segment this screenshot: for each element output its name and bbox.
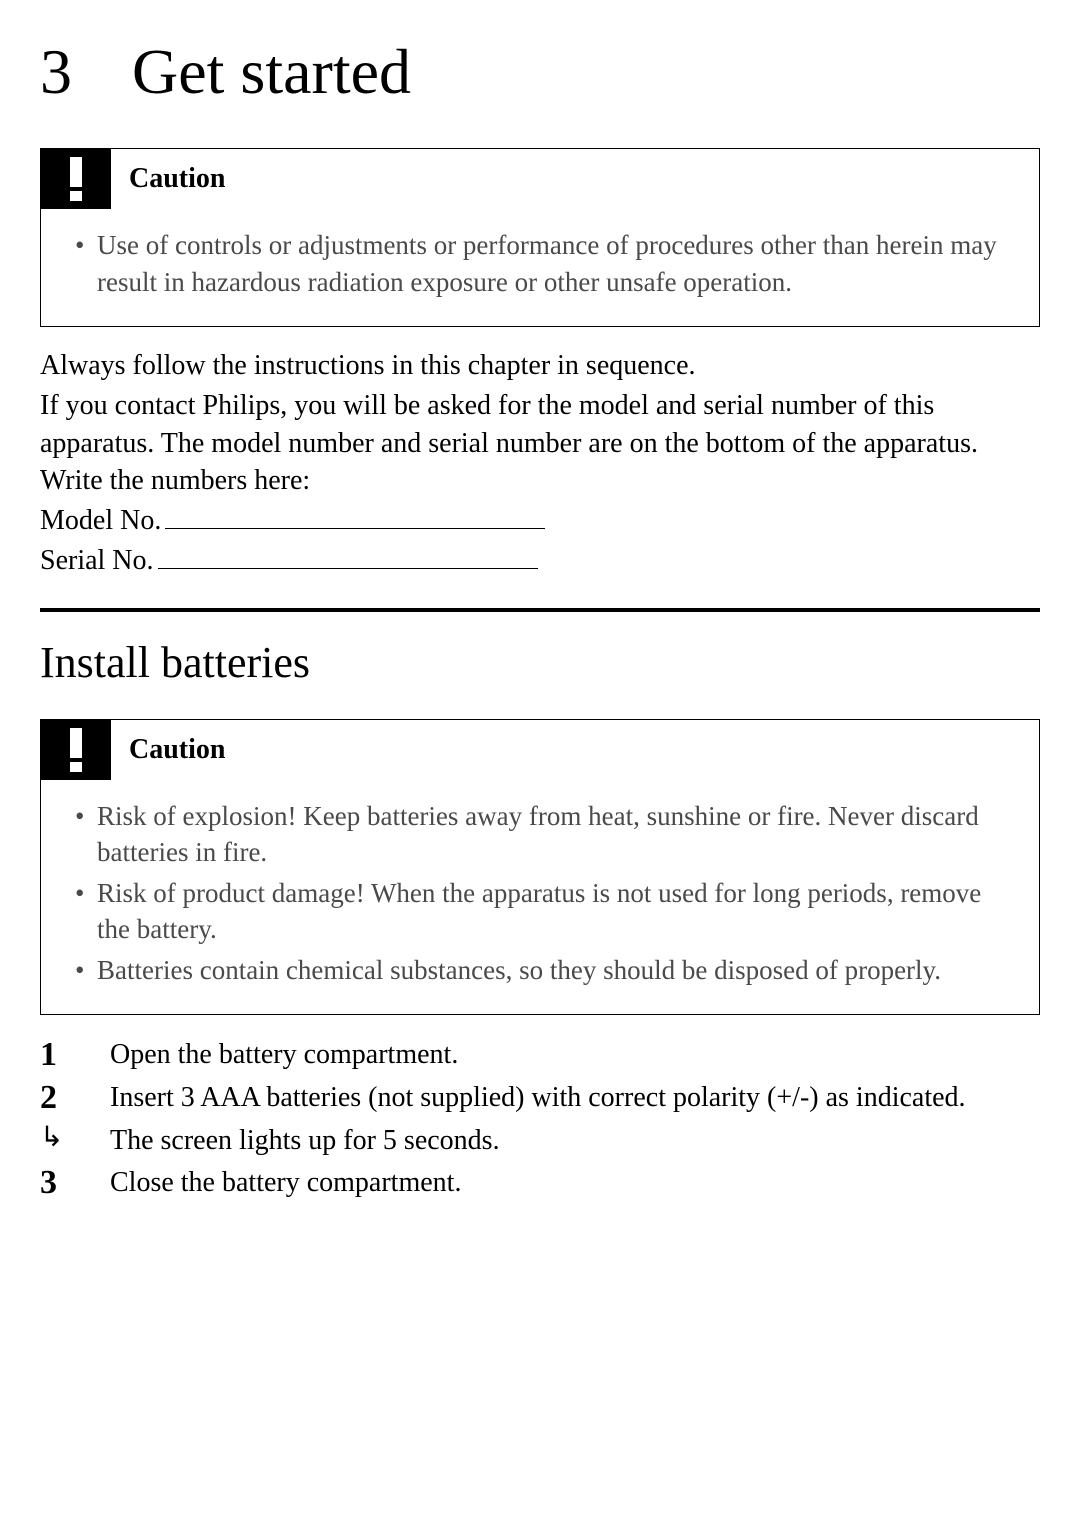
step-text: Open the battery compartment. xyxy=(110,1035,1040,1076)
caution-header: Caution xyxy=(41,149,1039,209)
chapter-title: Get started xyxy=(132,30,411,113)
caution-item: Risk of product damage! When the apparat… xyxy=(69,875,1011,948)
intro-line-1: Always follow the instructions in this c… xyxy=(40,347,1040,385)
chapter-heading: 3 Get started xyxy=(40,30,1040,113)
serial-no-line: Serial No. xyxy=(40,542,1040,580)
intro-line-2: If you contact Philips, you will be aske… xyxy=(40,387,1040,500)
section-title: Install batteries xyxy=(40,634,1040,691)
step-text: The screen lights up for 5 seconds. xyxy=(110,1121,1040,1162)
model-no-label: Model No. xyxy=(40,505,161,536)
step-number: 1 xyxy=(40,1035,110,1076)
model-no-line: Model No. xyxy=(40,502,1040,540)
step-text: Close the battery compartment. xyxy=(110,1163,1040,1204)
caution-body: Risk of explosion! Keep batteries away f… xyxy=(41,780,1039,1014)
step-text: Insert 3 AAA batteries (not supplied) wi… xyxy=(110,1078,1040,1119)
result-arrow-icon: ↳ xyxy=(40,1121,110,1155)
chapter-number: 3 xyxy=(40,30,72,113)
step-number: 3 xyxy=(40,1163,110,1204)
caution-label: Caution xyxy=(111,149,225,209)
step-row: 2 Insert 3 AAA batteries (not supplied) … xyxy=(40,1078,1040,1119)
caution-item: Risk of explosion! Keep batteries away f… xyxy=(69,798,1011,871)
step-row: ↳ The screen lights up for 5 seconds. xyxy=(40,1121,1040,1162)
caution-label: Caution xyxy=(111,720,225,780)
serial-no-blank xyxy=(158,544,538,569)
step-row: 3 Close the battery compartment. xyxy=(40,1163,1040,1204)
caution-header: Caution xyxy=(41,720,1039,780)
caution-icon xyxy=(41,720,111,780)
step-row: 1 Open the battery compartment. xyxy=(40,1035,1040,1076)
caution-box-2: Caution Risk of explosion! Keep batterie… xyxy=(40,719,1040,1015)
caution-item: Batteries contain chemical substances, s… xyxy=(69,952,1011,988)
serial-no-label: Serial No. xyxy=(40,545,154,576)
model-no-blank xyxy=(165,504,545,529)
caution-item: Use of controls or adjustments or perfor… xyxy=(69,227,1011,300)
section-divider xyxy=(40,608,1040,612)
step-number: 2 xyxy=(40,1078,110,1119)
steps-list: 1 Open the battery compartment. 2 Insert… xyxy=(40,1035,1040,1204)
caution-icon xyxy=(41,149,111,209)
caution-body: Use of controls or adjustments or perfor… xyxy=(41,209,1039,326)
caution-box-1: Caution Use of controls or adjustments o… xyxy=(40,148,1040,327)
